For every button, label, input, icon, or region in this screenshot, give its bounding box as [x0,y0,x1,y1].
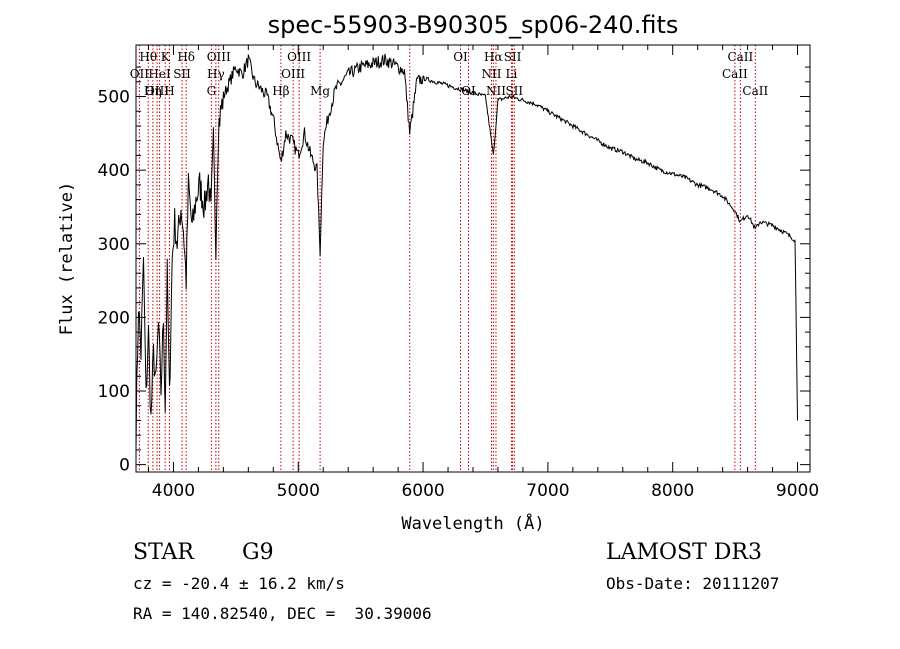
y-axis-label: Flux (relative) [57,182,77,336]
redshift-text: cz = -20.4 ± 16.2 km/s [133,574,345,593]
x-tick-label: 5000 [277,481,320,501]
x-tick-label: 8000 [651,481,694,501]
line-label: NII [481,67,501,81]
line-label: CaII [722,67,748,81]
y-tick-label: 500 [98,88,130,108]
x-tick-label: 7000 [526,481,569,501]
y-tick-label: 300 [98,235,130,255]
survey-name: LAMOST DR3 [606,540,762,565]
line-label: OIII [145,84,169,98]
line-label: OI [453,50,468,64]
line-label: Hη [144,84,162,98]
line-label: SII [505,84,523,98]
line-label: K [161,50,171,64]
line-label: H [164,84,174,98]
coordinates: RA = 140.82540, DEC = 30.39006 [133,604,432,623]
line-label: HeI [148,67,171,81]
line-label: OII [130,67,150,81]
x-tick-label: 6000 [401,481,444,501]
x-tick-label: 4000 [152,481,195,501]
spectrum-line [135,53,798,452]
line-label: SII [173,67,191,81]
line-label: G [207,84,217,98]
line-label: Hβ [272,84,289,98]
line-label: OIII [207,50,231,64]
line-label: Hα [484,50,503,64]
object-class: STAR [133,540,194,565]
x-axis-label: Wavelength (Å) [401,512,544,534]
plot-frame [135,44,811,473]
y-tick-label: 200 [98,308,130,328]
line-label: OIII [281,67,305,81]
line-label: Hδ [177,50,195,64]
line-label: CaII [742,84,768,98]
line-label: Li [506,67,518,81]
line-label: Hγ [207,67,225,81]
line-label: CaII [727,50,753,64]
y-tick-label: 0 [119,456,130,476]
line-label: OIII [287,50,311,64]
x-tick-label: 9000 [776,481,819,501]
y-tick-label: 400 [98,161,130,181]
chart-title: spec-55903-B90305_sp06-240.fits [268,11,679,39]
line-label: OI [461,84,476,98]
line-label: SII [504,50,522,64]
obs-date: Obs-Date: 20111207 [606,574,780,593]
y-tick-label: 100 [98,382,130,402]
line-label: Mg [310,84,330,98]
line-label: NII [486,84,506,98]
line-label: Hθ [139,50,157,64]
object-subclass: G9 [242,540,274,565]
